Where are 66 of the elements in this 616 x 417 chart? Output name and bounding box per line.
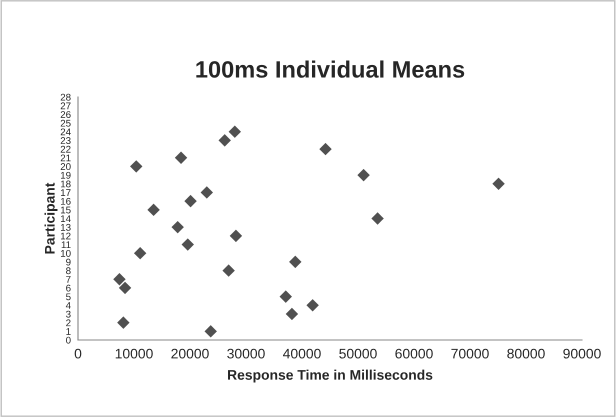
point: [319, 142, 332, 156]
x-tick-label: 60000: [395, 348, 433, 359]
point: [118, 282, 132, 294]
x-tick-label: 90000: [563, 348, 601, 359]
y-tick-label: 13: [60, 224, 71, 231]
point: [113, 273, 126, 286]
y-tick-label: 7: [66, 276, 71, 283]
point: [492, 178, 505, 190]
chart-title: 100ms Individual Means: [196, 60, 464, 78]
y-tick-label: 23: [60, 137, 71, 144]
point: [134, 247, 146, 260]
point: [289, 256, 302, 268]
point: [280, 290, 292, 303]
y-tick-label: 24: [60, 128, 71, 136]
x-axis-title: Response Time in Milliseconds: [228, 370, 432, 383]
y-tick-label: 3: [66, 310, 71, 318]
y-tick-label: 28: [60, 94, 71, 101]
y-tick-label: 4: [66, 302, 71, 309]
point: [184, 194, 197, 208]
y-tick-label: 0: [66, 336, 71, 344]
point: [130, 160, 142, 173]
x-tick-label: 30000: [227, 348, 265, 359]
y-tick-label: 14: [60, 215, 71, 222]
point: [357, 168, 370, 182]
y-tick-label: 12: [60, 232, 71, 240]
y-tick-label: 19: [60, 172, 71, 179]
y-tick-label: 1: [66, 328, 71, 335]
point: [147, 204, 160, 216]
point: [174, 152, 188, 164]
point: [200, 186, 214, 199]
y-tick-label: 22: [60, 146, 71, 153]
x-tick-label: 20000: [171, 348, 209, 359]
y-tick-label: 21: [60, 154, 71, 162]
point: [230, 230, 242, 242]
point: [371, 212, 384, 225]
x-tick-label: 40000: [283, 348, 321, 359]
y-tick-label: 17: [60, 189, 71, 196]
x-tick-label: 0: [74, 348, 82, 359]
x-tick-label: 10000: [116, 348, 153, 359]
point: [306, 299, 319, 312]
y-tick-label: 9: [66, 258, 71, 266]
y-tick-label: 5: [66, 293, 71, 300]
y-tick-label: 27: [60, 102, 71, 110]
y-tick-label: 2: [66, 319, 71, 326]
point: [182, 238, 194, 251]
point: [171, 220, 184, 234]
point: [204, 325, 217, 338]
y-tick-label: 15: [60, 206, 71, 214]
y-tick-label: 25: [60, 120, 71, 127]
x-tick-label: 80000: [507, 348, 545, 359]
y-tick-label: 26: [60, 111, 71, 118]
x-tick-label: 70000: [451, 348, 489, 359]
y-axis-title: Participant: [44, 182, 58, 254]
point: [117, 316, 130, 329]
point: [222, 264, 235, 277]
y-tick-label: 20: [60, 163, 71, 170]
y-tick-label: 6: [66, 284, 71, 292]
x-tick-label: 50000: [339, 348, 377, 359]
y-tick-label: 16: [60, 198, 71, 205]
point: [286, 308, 298, 320]
y-tick-label: 10: [60, 250, 71, 257]
y-tick-label: 8: [66, 267, 71, 274]
point: [228, 126, 242, 138]
point: [218, 134, 231, 147]
y-tick-label: 18: [60, 180, 71, 188]
y-tick-label: 11: [62, 241, 71, 248]
